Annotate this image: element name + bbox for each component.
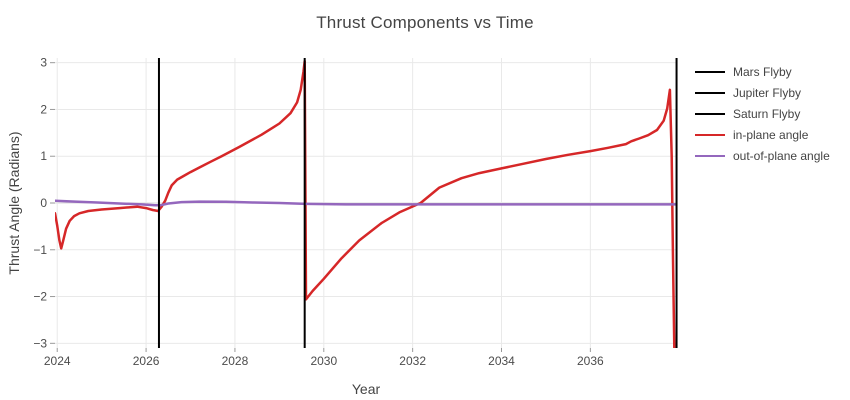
legend-item-in-plane-angle[interactable]: in-plane angle — [695, 128, 830, 142]
x-tick-label: 2024 — [44, 354, 71, 368]
legend: Mars Flyby Jupiter Flyby Saturn Flyby in-pl… — [695, 65, 830, 163]
legend-label: out-of-plane angle — [733, 149, 830, 163]
series-in-plane-angle — [55, 60, 676, 348]
y-tick-label: 3 — [40, 56, 47, 70]
legend-item-jupiter-flyby[interactable]: Jupiter Flyby — [695, 86, 830, 100]
chart-title: Thrust Components vs Time — [316, 13, 534, 32]
x-tick-label: 2030 — [310, 354, 337, 368]
legend-swatch — [695, 155, 725, 157]
legend-swatch — [695, 92, 725, 94]
x-tick-label: 2026 — [133, 354, 160, 368]
legend-item-mars-flyby[interactable]: Mars Flyby — [695, 65, 830, 79]
x-tick-label: 2036 — [577, 354, 604, 368]
legend-swatch — [695, 134, 725, 136]
x-axis-title: Year — [351, 381, 381, 397]
y-tick-label: 2 — [40, 102, 47, 116]
series-out-of-plane-angle — [55, 199, 677, 207]
legend-swatch — [695, 71, 725, 73]
series-group — [55, 60, 677, 348]
legend-swatch — [695, 113, 725, 115]
y-tick-label: 1 — [40, 149, 47, 163]
y-tick-label: −3 — [33, 336, 47, 350]
legend-label: Saturn Flyby — [733, 107, 801, 121]
legend-item-saturn-flyby[interactable]: Saturn Flyby — [695, 107, 830, 121]
x-tick-label: 2032 — [399, 354, 426, 368]
y-tick-label: −2 — [33, 290, 47, 304]
legend-item-out-of-plane-angle[interactable]: out-of-plane angle — [695, 149, 830, 163]
y-tick-label: 0 — [40, 196, 47, 210]
x-tick-label: 2028 — [222, 354, 249, 368]
x-tick-label: 2034 — [488, 354, 515, 368]
legend-label: Mars Flyby — [733, 65, 792, 79]
legend-label: Jupiter Flyby — [733, 86, 802, 100]
legend-label: in-plane angle — [733, 128, 809, 142]
y-tick-label: −1 — [33, 243, 47, 257]
